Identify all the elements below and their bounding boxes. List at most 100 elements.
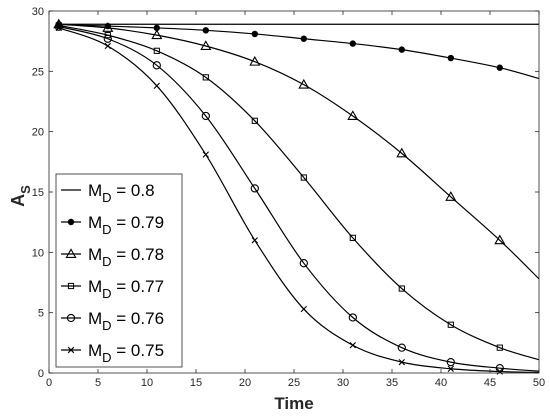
x-axis-title: Time [274,394,313,413]
series-line-5 [58,27,540,373]
series-5-marker-3 [202,151,209,158]
x-tick-label-10: 50 [533,377,545,389]
legend-label-4: MD = 0.76 [88,309,164,333]
y-ticks: 0 5 10 15 20 25 30 [32,6,539,380]
legend-label-sub-3: D [102,286,111,301]
series-4-marker-1 [103,34,112,43]
y-axis-title-main: A [8,194,28,207]
series-line-3 [58,24,540,361]
legend-label-main-2: M [88,245,102,264]
series-2-marker-2 [151,29,163,40]
series-4-marker-2 [152,61,161,70]
y-tick-label-3: 15 [32,187,44,199]
legend-label-sub-1: D [102,222,111,237]
series-3-marker-7 [398,285,405,292]
x-tick-label-4: 20 [239,377,251,389]
legend-label-3: MD = 0.77 [88,277,164,301]
series-5-marker-0 [55,24,62,32]
y-tick-label-4: 20 [32,127,44,139]
x-tick-label-0: 0 [46,377,52,389]
series-2-marker-6 [347,110,359,120]
legend-label-value-3: = 0.77 [112,277,164,296]
legend-label-value-1: = 0.79 [112,213,164,232]
series-5-marker-1 [104,42,111,50]
legend-label-sub-2: D [102,254,111,269]
series-4-marker-5 [299,259,308,268]
series-2-marker-3 [200,40,212,50]
legend-label-sub-5: D [102,350,111,365]
legend-label-main-0: M [88,181,102,200]
legend-marker-2 [65,248,77,259]
series-3-marker-2 [153,47,160,54]
legend-label-main-3: M [88,277,102,296]
series-5-marker-8 [447,365,454,372]
series-3-marker-9 [496,344,503,351]
legend-label-value-2: = 0.78 [112,245,164,264]
series-4-marker-4 [250,184,259,193]
series-4-marker-6 [348,313,357,322]
x-tick-label-3: 15 [190,377,202,389]
series-5-marker-4 [251,237,258,244]
series-5-marker-7 [398,358,405,366]
legend-marker-1 [67,218,75,226]
legend-label-value-4: = 0.76 [112,309,164,328]
series-line-4 [58,26,540,372]
legend-label-0: MD = 0.8 [88,181,155,205]
y-tick-label-0: 0 [38,368,44,380]
y-tick-label-1: 5 [38,308,44,320]
series-1-marker-9 [496,64,503,71]
x-tick-label-2: 10 [141,377,153,389]
x-tick-label-5: 25 [288,377,300,389]
y-tick-label-6: 30 [32,6,44,18]
series-2-marker-4 [249,55,261,66]
series-3-marker-5 [300,174,307,181]
series-2-marker-7 [396,147,408,158]
legend-label-sub-4: D [102,318,111,333]
series-2-marker-9 [494,234,506,245]
series-line-2 [58,23,540,280]
series-3-marker-1 [104,32,111,39]
series-1-marker-3 [202,27,209,34]
series-3-marker-3 [202,74,209,81]
x-tick-label-6: 30 [337,377,349,389]
series-1-marker-8 [447,54,454,62]
series-4-marker-7 [397,343,406,352]
legend-label-value-5: = 0.75 [112,341,164,360]
x-tick-label-7: 35 [386,377,398,389]
series-5-marker-5 [300,305,307,313]
series-3-marker-8 [447,321,454,328]
legend-label-value-0: = 0.8 [112,181,155,200]
series-3-marker-6 [349,234,356,241]
series-5-marker-6 [349,342,356,349]
series-2-marker-5 [298,78,310,89]
y-tick-label-2: 10 [32,247,44,259]
y-axis-title-sub: S [18,185,33,194]
series-4-marker-0 [54,22,63,31]
legend-label-main-1: M [88,213,102,232]
series-5-marker-2 [153,82,160,90]
y-axis-title: AS [8,185,33,207]
y-tick-label-5: 25 [32,66,44,78]
legend-box [55,173,183,368]
x-ticks: 0 5 10 15 20 25 30 35 40 45 50 [46,11,545,389]
legend-label-1: MD = 0.79 [88,213,164,237]
series-1-marker-4 [251,30,258,38]
series-3-marker-4 [251,117,258,124]
legend-marker-3 [67,282,75,290]
series-2-marker-1 [102,22,114,32]
legend-label-main-4: M [88,309,102,328]
series-1-marker-6 [349,40,356,47]
x-tick-label-9: 45 [484,377,496,389]
legend-label-sub-0: D [102,190,111,205]
series-1-marker-7 [398,46,405,53]
series-5-marker-9 [496,368,503,375]
series-2-marker-8 [445,191,457,201]
series-4-marker-8 [446,357,455,367]
legend-label-5: MD = 0.75 [88,341,164,365]
legend-marker-5 [67,346,75,354]
series-markers [53,18,506,375]
legend-label-main-5: M [88,341,102,360]
x-tick-label-1: 5 [95,377,101,389]
